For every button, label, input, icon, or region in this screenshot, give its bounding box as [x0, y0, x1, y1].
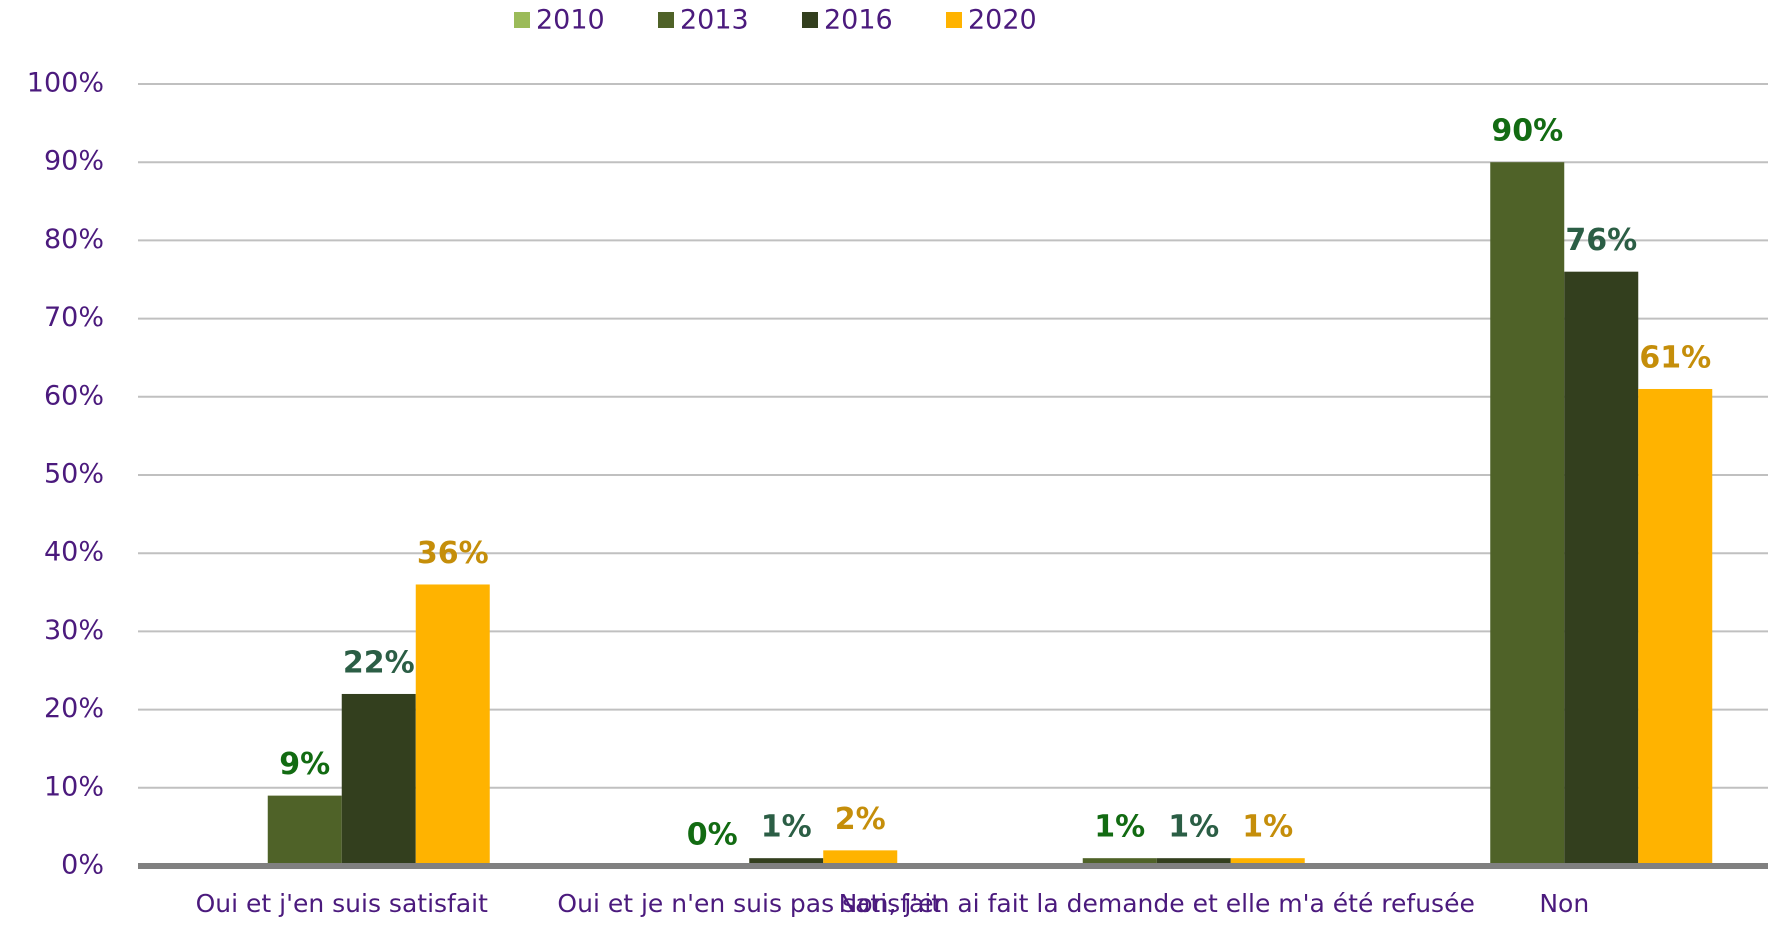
data-label: 2%: [835, 802, 886, 837]
legend-label: 2016: [824, 5, 893, 36]
data-label: 1%: [1094, 810, 1145, 845]
x-tick-label: Oui et j'en suis satisfait: [196, 889, 489, 918]
y-tick-label: 80%: [44, 224, 104, 255]
bar: [267, 795, 342, 866]
data-label: 22%: [343, 645, 415, 680]
bar: [1490, 162, 1565, 866]
x-tick-label: Oui et je n'en suis pas satisfait: [557, 889, 941, 918]
y-tick-label: 60%: [44, 380, 104, 411]
data-label: 61%: [1639, 340, 1711, 375]
bar: [1564, 271, 1639, 866]
bar: [1082, 858, 1157, 866]
y-tick-label: 20%: [44, 693, 104, 724]
legend-label: 2010: [536, 5, 605, 36]
data-label: 76%: [1565, 223, 1637, 258]
y-tick-label: 10%: [44, 771, 104, 802]
y-tick-label: 30%: [44, 615, 104, 646]
data-label: 1%: [1168, 810, 1219, 845]
data-label: 1%: [761, 810, 812, 845]
data-label: 9%: [279, 747, 330, 782]
bar: [823, 850, 898, 866]
legend-label: 2020: [968, 5, 1037, 36]
y-tick-label: 70%: [44, 302, 104, 333]
legend-swatch: [946, 12, 962, 28]
x-tick-label: Non: [1539, 889, 1589, 918]
legend-swatch: [802, 12, 818, 28]
x-tick-label: Non, j'en ai fait la demande et elle m'a…: [839, 889, 1475, 918]
bar: [1156, 858, 1231, 866]
legend-label: 2013: [680, 5, 749, 36]
legend-swatch: [514, 12, 530, 28]
data-label: 36%: [417, 536, 489, 571]
bar: [749, 858, 824, 866]
bar: [1230, 858, 1305, 866]
y-tick-label: 0%: [61, 850, 104, 881]
legend-swatch: [658, 12, 674, 28]
y-tick-label: 40%: [44, 537, 104, 568]
bar: [415, 584, 490, 866]
data-label: 0%: [687, 818, 738, 853]
y-tick-label: 90%: [44, 146, 104, 177]
data-label: 90%: [1491, 114, 1563, 149]
data-label: 1%: [1242, 810, 1293, 845]
y-tick-label: 50%: [44, 459, 104, 490]
bar: [1638, 388, 1713, 866]
y-tick-label: 100%: [27, 68, 104, 99]
bar: [341, 693, 416, 866]
